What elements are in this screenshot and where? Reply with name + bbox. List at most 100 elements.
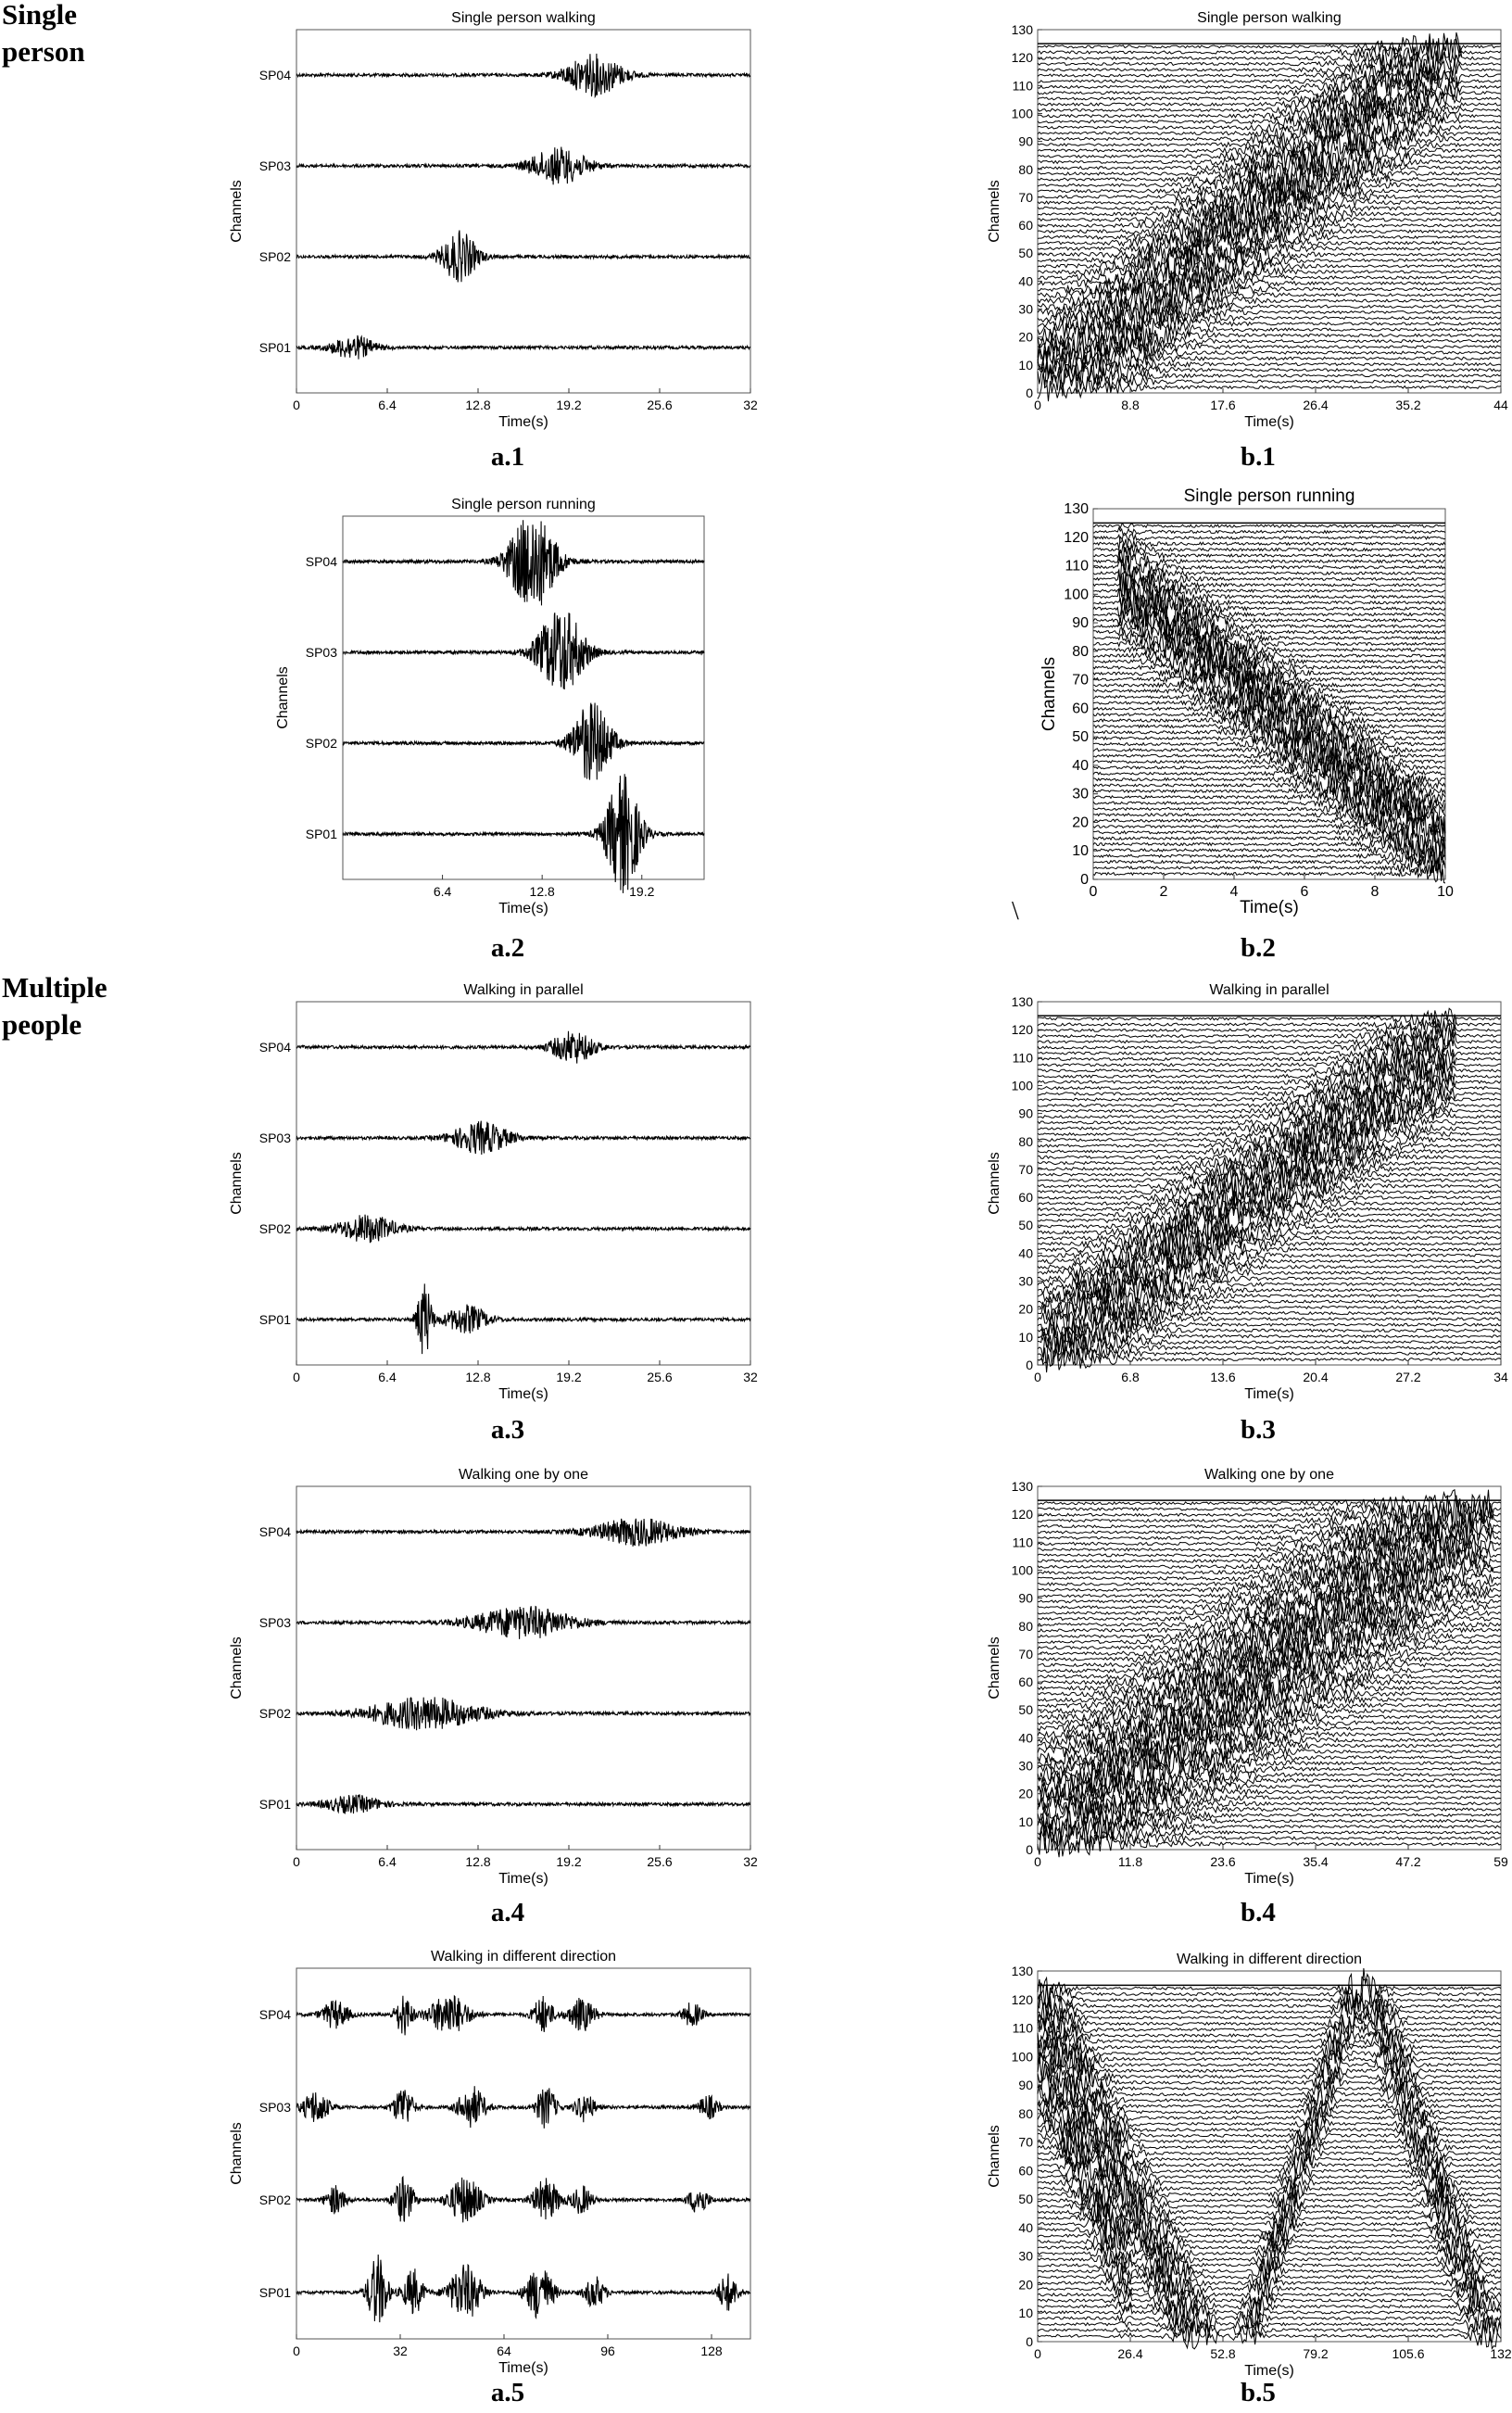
x-axis-label: Time(s): [1244, 1871, 1294, 1887]
y-tick-label: 50: [1018, 1702, 1033, 1717]
x-tick-label: 6.4: [378, 398, 397, 412]
trace-sp02: [342, 702, 705, 780]
waterfall-trace: [1037, 62, 1502, 91]
x-tick-label: 19.2: [556, 1370, 581, 1384]
trace-sp03: [296, 2086, 751, 2129]
waterfall-trace: [1037, 2084, 1502, 2113]
waterfall-trace: [1092, 729, 1446, 757]
waterfall-trace: [1092, 748, 1446, 777]
waterfall-trace: [1037, 1022, 1501, 1045]
chart-b1: Single person walking 0 10 20 30 40 50 60 70 80 90…: [973, 7, 1510, 430]
y-tick-label: 130: [1012, 994, 1034, 1009]
waterfall-trace: [1037, 1742, 1502, 1771]
x-tick-label: 12.8: [465, 1854, 490, 1869]
chart-title: Single person walking: [1197, 10, 1342, 26]
x-tick-label: 26.4: [1303, 398, 1328, 412]
y-tick-label: 120: [1012, 1507, 1034, 1522]
x-tick-label: 79.2: [1303, 2346, 1328, 2361]
x-tick-label: 35.2: [1395, 398, 1420, 412]
x-tick-label: 4: [1230, 884, 1239, 900]
waterfall-trace: [1037, 1570, 1502, 1599]
waterfall-trace: [1037, 1592, 1502, 1622]
y-tick-label: 60: [1072, 701, 1089, 716]
plot-frame: [296, 1001, 751, 1366]
waterfall-trace: [1037, 1075, 1502, 1102]
waterfall-trace: [1093, 619, 1446, 646]
waterfall-trace: [1037, 107, 1502, 135]
waterfall-trace: [1037, 234, 1502, 263]
waterfall-trace: [1092, 546, 1446, 564]
waterfall-trace: [1037, 1598, 1502, 1628]
y-axis-label: Channels: [987, 2125, 1002, 2188]
waterfall-trace: [1037, 1518, 1502, 1547]
y-tick-label: 80: [1018, 2106, 1033, 2121]
waterfall-trace: [1037, 1726, 1501, 1755]
y-tick-label: 0: [1026, 2334, 1033, 2349]
chart-a5: Walking in different direction SP04 SP03 SP…: [222, 1946, 760, 2376]
x-tick-label: 32: [743, 1854, 758, 1869]
x-tick-label: 0: [1034, 1370, 1041, 1384]
waterfall-trace: [1037, 1316, 1502, 1345]
channel-label: SP03: [259, 1615, 291, 1630]
y-axis-label: Channels: [275, 666, 291, 729]
waterfall-trace: [1037, 1200, 1502, 1227]
waterfall-trace: [1037, 345, 1502, 373]
x-axis-label: Time(s): [498, 2360, 548, 2376]
stray-backslash: \: [1012, 897, 1019, 926]
waterfall-trace: [1092, 758, 1446, 786]
y-axis-label: Channels: [229, 1152, 245, 1215]
plot-frame: [296, 1485, 751, 1851]
trace-sp01: [296, 1794, 751, 1814]
waterfall-trace: [1037, 2287, 1502, 2314]
chart-svg-a2: Single person running SP04 SP03 SP02 SP01 6.4…: [275, 497, 705, 916]
trace-sp04: [296, 1030, 751, 1064]
waterfall-trace: [1037, 119, 1502, 145]
y-axis-label: Channels: [987, 1636, 1002, 1699]
waterfall-trace: [1037, 176, 1502, 206]
x-tick-label: 12.8: [465, 398, 490, 412]
waterfall-trace: [1037, 373, 1502, 402]
waterfall-trace: [1092, 533, 1446, 544]
waterfall-trace: [1037, 228, 1502, 256]
y-tick-label: 110: [1013, 1535, 1034, 1549]
x-tick-label: 132: [1490, 2346, 1512, 2361]
y-tick-label: 80: [1018, 162, 1033, 177]
waterfall-trace: [1037, 1246, 1502, 1275]
waterfall-trace: [1092, 605, 1446, 635]
row-label-multiple-people: Multiple people: [2, 971, 107, 1041]
waterfall-trace: [1037, 2239, 1502, 2267]
y-tick-label: 70: [1072, 673, 1089, 689]
waterfall-trace: [1092, 737, 1446, 764]
x-tick-label: 20.4: [1303, 1370, 1328, 1384]
waterfall-trace: [1037, 1649, 1502, 1679]
x-tick-label: 32: [743, 398, 758, 412]
waterfall-trace: [1037, 1270, 1502, 1298]
x-tick-label: 27.2: [1395, 1370, 1420, 1384]
channel-label: SP01: [259, 2285, 291, 2300]
trace-sp03: [342, 613, 705, 690]
waterfall-trace: [1037, 2293, 1502, 2319]
chart-title: Walking in different direction: [1177, 1952, 1362, 1967]
y-tick-label: 90: [1018, 134, 1033, 149]
waterfall-trace: [1037, 1690, 1502, 1720]
y-tick-label: 120: [1012, 1992, 1034, 2007]
waterfall-trace: [1092, 714, 1446, 740]
y-tick-label: 0: [1026, 1358, 1033, 1372]
x-tick-label: 0: [293, 1854, 300, 1869]
waterfall-trace: [1092, 523, 1446, 530]
waterfall-trace: [1037, 153, 1502, 182]
waterfall-trace: [1037, 2109, 1502, 2139]
plot-frame: [296, 29, 751, 394]
waterfall-trace: [1037, 1068, 1502, 1097]
waterfall-trace: [1037, 1610, 1502, 1638]
x-tick-label: 25.6: [647, 398, 672, 412]
x-tick-label: 6: [1301, 884, 1309, 900]
x-tick-label: 12.8: [530, 884, 555, 899]
waterfall-trace: [1037, 50, 1502, 77]
y-tick-label: 60: [1018, 1674, 1033, 1689]
waterfall-trace: [1037, 2103, 1502, 2134]
x-axis-label: Time(s): [1244, 1386, 1294, 1402]
x-tick-label: 0: [1034, 398, 1041, 412]
channel-label: SP03: [259, 158, 291, 173]
waterfall-trace: [1092, 813, 1446, 842]
